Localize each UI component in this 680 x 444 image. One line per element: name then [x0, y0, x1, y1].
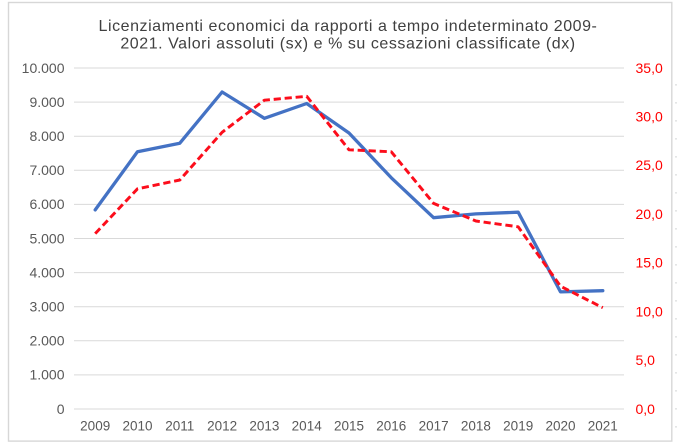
- svg-text:10,0: 10,0: [636, 303, 663, 319]
- svg-text:2018: 2018: [461, 419, 491, 434]
- svg-text:4.000: 4.000: [29, 264, 64, 280]
- svg-text:25,0: 25,0: [636, 157, 663, 173]
- svg-text:Licenziamenti economici da rap: Licenziamenti economici da rapporti a te…: [99, 18, 598, 35]
- svg-text:7.000: 7.000: [29, 162, 64, 178]
- svg-text:5,0: 5,0: [636, 352, 656, 368]
- svg-text:30,0: 30,0: [636, 109, 663, 125]
- svg-text:15,0: 15,0: [636, 255, 663, 271]
- svg-text:5.000: 5.000: [29, 230, 64, 246]
- svg-text:2016: 2016: [376, 419, 406, 434]
- svg-text:3.000: 3.000: [29, 299, 64, 315]
- svg-text:2010: 2010: [122, 419, 152, 434]
- svg-text:2017: 2017: [419, 419, 449, 434]
- svg-text:9.000: 9.000: [29, 94, 64, 110]
- svg-text:0: 0: [57, 401, 65, 417]
- svg-text:2021: 2021: [588, 419, 618, 434]
- svg-text:2011: 2011: [165, 419, 194, 434]
- svg-text:0,0: 0,0: [636, 401, 656, 417]
- svg-text:2012: 2012: [207, 419, 237, 434]
- svg-text:8.000: 8.000: [29, 128, 64, 144]
- svg-text:2019: 2019: [503, 419, 533, 434]
- svg-text:2014: 2014: [292, 419, 323, 434]
- svg-text:2021. Valori assoluti (sx) e %: 2021. Valori assoluti (sx) e % su cessaz…: [120, 36, 575, 53]
- svg-text:2015: 2015: [334, 419, 364, 434]
- svg-text:10.000: 10.000: [22, 60, 65, 76]
- svg-text:6.000: 6.000: [29, 196, 64, 212]
- svg-text:2013: 2013: [249, 419, 279, 434]
- svg-text:35,0: 35,0: [636, 60, 663, 76]
- svg-text:20,0: 20,0: [636, 206, 663, 222]
- svg-text:1.000: 1.000: [29, 367, 64, 383]
- svg-text:2009: 2009: [80, 419, 110, 434]
- svg-text:2.000: 2.000: [29, 333, 64, 349]
- svg-text:2020: 2020: [545, 419, 575, 434]
